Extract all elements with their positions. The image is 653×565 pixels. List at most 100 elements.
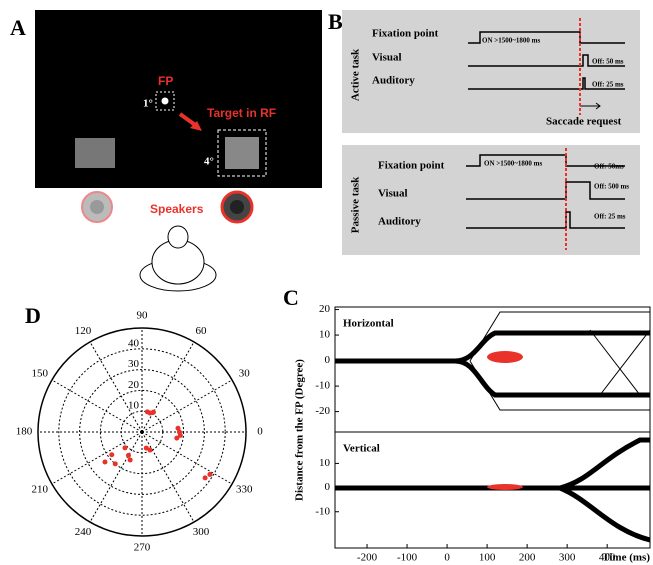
point	[147, 447, 153, 453]
polar-frame	[37, 327, 247, 537]
fp-label: FP	[158, 74, 173, 88]
arrow-head	[190, 121, 202, 131]
noise-patch	[75, 138, 115, 168]
y-tick-label: 10	[319, 457, 331, 469]
x-axis-label: Time (ms)	[602, 552, 650, 564]
theta-tick-label: 210	[32, 484, 49, 496]
theta-tick-label: 90	[137, 310, 149, 322]
note: Off: 25 ms	[592, 81, 624, 89]
point	[109, 452, 115, 458]
fp-size: 1°	[143, 98, 153, 110]
target-box	[217, 129, 267, 177]
theta-tick-label: 270	[134, 542, 151, 554]
panel-letter: B	[328, 9, 343, 34]
speakers-label: Speakers	[150, 202, 204, 216]
grid-spoke	[51, 431, 143, 485]
timeline	[466, 211, 625, 229]
note: Off: 500 ms	[594, 183, 629, 191]
onset-cluster	[487, 484, 523, 490]
point	[202, 475, 208, 481]
onset-cluster	[487, 351, 523, 363]
target-size: 4°	[204, 156, 214, 168]
grid-circle	[79, 369, 205, 495]
monkey-head	[167, 225, 189, 249]
point	[207, 471, 213, 477]
grid-spoke	[89, 341, 143, 433]
speaker-cone	[90, 200, 104, 214]
timeline	[468, 77, 625, 90]
timeline	[468, 31, 625, 44]
theta-tick-label: 150	[32, 368, 49, 380]
x-tick-label: -100	[397, 552, 418, 564]
passive-box	[342, 145, 640, 255]
fp-box	[155, 91, 175, 111]
point	[175, 425, 181, 431]
task-label: Active task	[350, 48, 362, 101]
grid-spoke	[51, 379, 143, 433]
y-tick-label: -20	[315, 405, 330, 417]
grid-spoke	[141, 431, 233, 485]
panel-letter: A	[10, 15, 26, 40]
y-tick-label: 0	[325, 481, 331, 493]
trace-band	[335, 330, 650, 398]
row-label: Auditory	[378, 216, 421, 228]
theta-tick-label: 180	[16, 426, 33, 438]
r-tick-label: 30	[128, 358, 140, 370]
fp-dot	[161, 97, 169, 105]
y-tick-label: 20	[319, 303, 331, 315]
point	[102, 459, 108, 465]
row-label: Fixation point	[372, 28, 439, 40]
r-tick-label: 40	[128, 337, 140, 349]
point	[174, 435, 180, 441]
grid-spoke	[141, 379, 233, 433]
row-label: Visual	[378, 188, 408, 200]
x-tick-label: -200	[357, 552, 378, 564]
grid-spoke	[89, 431, 143, 523]
traces	[335, 311, 651, 543]
note: ON >1500~1800 ms	[482, 37, 540, 45]
timeline	[466, 181, 625, 200]
grid-circle	[58, 348, 226, 516]
grid-spoke	[141, 341, 195, 433]
point	[122, 445, 128, 451]
x-tick-label: 400	[599, 552, 616, 564]
theta-tick-label: 120	[75, 325, 92, 337]
panel-letter: C	[283, 285, 299, 310]
plot-frame	[334, 431, 651, 549]
task-label: Passive task	[350, 176, 362, 233]
panel-letter: D	[25, 303, 41, 328]
y-tick-label: 0	[325, 354, 331, 366]
trace-fan	[469, 311, 651, 411]
speaker-cone	[230, 200, 244, 214]
point	[143, 445, 149, 451]
point	[177, 432, 183, 438]
note: Off: 50 ms	[592, 58, 624, 66]
point	[144, 409, 150, 415]
note: ON >1500~1800 ms	[484, 160, 542, 168]
row-label: Fixation point	[378, 160, 445, 172]
note: Off: 50ms	[594, 163, 624, 171]
y-axis-label: Distance from the FP (Degree)	[294, 359, 306, 501]
trace-band	[335, 437, 651, 543]
subplot-title: Vertical	[343, 443, 380, 455]
x-tick-label: 200	[519, 552, 536, 564]
x-tick-label: 0	[444, 552, 450, 564]
point	[125, 452, 131, 458]
timeline	[466, 154, 625, 167]
theta-tick-label: 240	[75, 526, 92, 538]
arrow	[580, 102, 601, 110]
x-tick-label: 300	[559, 552, 576, 564]
y-tick-label: -10	[315, 380, 330, 392]
timeline	[468, 54, 625, 67]
grid-spoke	[141, 431, 195, 523]
saccade-label: Saccade request	[546, 116, 622, 128]
theta-tick-label: 330	[236, 484, 253, 496]
y-tick-label: -10	[315, 505, 330, 517]
subplot-title: Horizontal	[343, 318, 394, 330]
point	[112, 461, 118, 467]
theta-tick-label: 300	[193, 526, 210, 538]
r-tick-label: 10	[128, 400, 140, 412]
row-label: Auditory	[372, 75, 415, 87]
active-box	[342, 10, 640, 133]
